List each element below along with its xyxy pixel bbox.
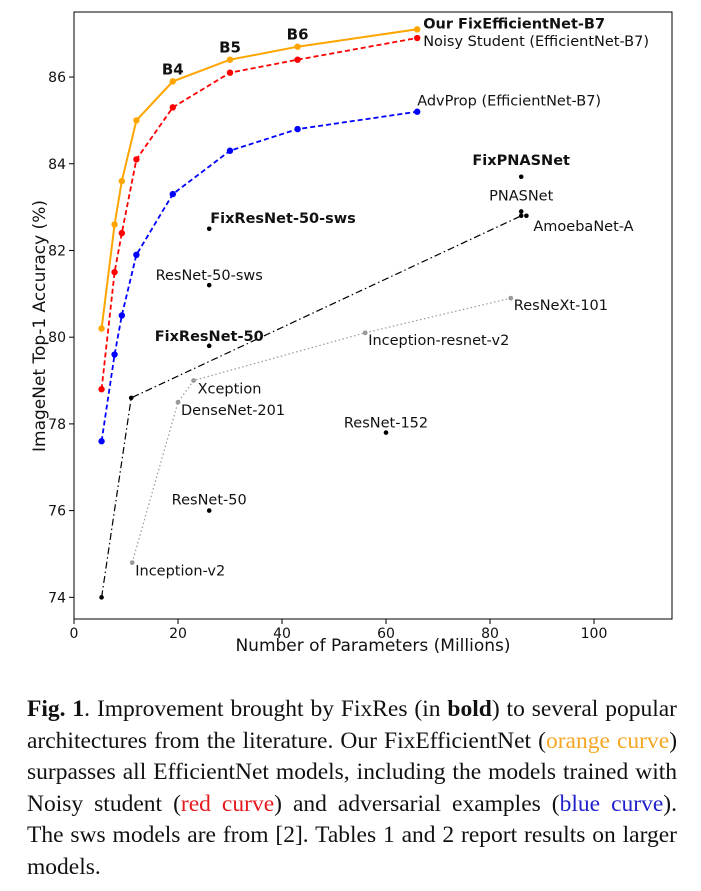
model-point <box>206 343 212 349</box>
series-2-point <box>169 190 176 198</box>
series-label: Our FixEfficientNet-B7 <box>423 16 605 32</box>
series-line-1 <box>100 37 418 390</box>
model-point <box>206 226 212 232</box>
model-point <box>175 399 181 405</box>
model-point <box>518 174 524 180</box>
x-tick-label: 0 <box>70 626 79 642</box>
model-size-label: B6 <box>287 26 309 44</box>
caption-text-4: ) and adversarial examples ( <box>274 790 560 817</box>
series-1-point <box>133 156 140 163</box>
model-size-label: B5 <box>219 39 241 57</box>
model-label: FixPNASNet <box>472 153 570 169</box>
model-point <box>524 213 529 219</box>
series-0-point <box>414 26 421 33</box>
y-tick-label: 74 <box>48 590 66 606</box>
caption-blue-curve: blue curve <box>559 790 664 817</box>
model-label: DenseNet-201 <box>181 403 285 419</box>
series-0-point <box>118 177 126 185</box>
series-2-point <box>118 312 126 319</box>
series-0-point <box>169 78 176 85</box>
series-2-point <box>414 108 421 115</box>
series-2-point <box>98 438 105 445</box>
model-point <box>129 560 135 565</box>
plot-frame <box>73 11 673 620</box>
model-label: Xception <box>198 382 262 398</box>
series-0-point <box>111 221 118 228</box>
y-axis-title: ImageNet Top-1 Accuracy (%) <box>30 200 50 452</box>
series-2-point <box>133 251 140 258</box>
series-line-2 <box>100 110 418 442</box>
y-tick-label: 76 <box>48 504 66 520</box>
model-label: ResNet-50 <box>172 493 247 509</box>
chart-svg: 0 20 40 60 80 100 74 76 78 80 82 84 86 Our FixEffici… <box>30 11 673 656</box>
x-tick-label: 100 <box>581 626 608 642</box>
x-axis-title: Number of Parameters (Millions) <box>235 636 510 656</box>
series-2-point <box>226 147 234 154</box>
caption-fig-label: Fig. 1 <box>27 696 85 722</box>
series-0-point <box>133 117 140 124</box>
caption-text-2: ) to several popular architectures from … <box>27 696 677 754</box>
y-tick-label: 80 <box>48 330 66 346</box>
axes <box>73 11 673 620</box>
markers <box>98 26 529 600</box>
model-point <box>518 209 524 214</box>
y-tick-label: 78 <box>48 417 66 433</box>
series-label: Noisy Student (EfficientNet-B7) <box>423 34 649 50</box>
series-3-point <box>99 595 104 600</box>
caption-text-5: ). The sws models are from [2]. Tables 1… <box>27 790 677 880</box>
series-line-0 <box>100 28 418 329</box>
caption-bold-word: bold <box>447 696 492 722</box>
y-tick-label: 86 <box>48 70 66 86</box>
labels: Our FixEfficientNet-B7 Noisy Student (Eff… <box>135 16 649 579</box>
series-2-point <box>294 125 301 133</box>
model-label: ResNeXt-101 <box>514 298 608 314</box>
chart-figure: 0 20 40 60 80 100 74 76 78 80 82 84 86 Our FixEffici… <box>30 11 673 656</box>
series-1-point <box>414 34 421 42</box>
model-size-label: B4 <box>162 60 184 78</box>
series-2-point <box>111 351 118 358</box>
x-tick-label: 40 <box>273 626 291 642</box>
model-label: PNASNet <box>489 188 553 204</box>
x-tick-label: 20 <box>169 626 187 642</box>
caption-text-1: . Improvement brought by FixRes (in <box>84 696 448 722</box>
model-point <box>191 378 196 383</box>
series-0-point <box>226 56 234 63</box>
model-point <box>362 330 368 336</box>
model-point <box>508 295 514 301</box>
model-label: FixResNet-50 <box>155 329 264 345</box>
series-1-point <box>169 104 176 111</box>
model-label: Inception-resnet-v2 <box>368 333 509 349</box>
model-point <box>206 282 212 288</box>
series-1-point <box>294 56 301 63</box>
model-label: ResNet-152 <box>344 416 428 432</box>
x-tick-label: 80 <box>481 626 499 642</box>
caption-red-curve: red curve <box>180 790 275 817</box>
series-0-point <box>98 325 105 332</box>
series-3-point <box>128 395 134 401</box>
model-label: ResNet-50-sws <box>156 268 263 284</box>
model-point <box>206 508 212 513</box>
model-label: AmoebaNet-A <box>533 219 633 235</box>
series-line-3 <box>101 215 522 598</box>
series-1-point <box>98 386 105 393</box>
series-lines <box>100 28 522 598</box>
y-tick-label: 82 <box>48 243 66 259</box>
series-1-point <box>111 268 118 276</box>
series-1-point <box>226 69 234 76</box>
caption-orange-curve: orange curve <box>545 727 670 754</box>
ticks: 0 20 40 60 80 100 74 76 78 80 82 84 86 <box>48 70 607 642</box>
model-point <box>383 430 389 435</box>
series-1-point <box>118 229 126 237</box>
series-0-point <box>294 43 301 50</box>
model-label: Inception-v2 <box>135 564 225 580</box>
figure-caption: Fig. 1. Improvement brought by FixRes (i… <box>27 694 677 883</box>
model-label: FixResNet-50-sws <box>210 211 356 227</box>
x-tick-label: 60 <box>377 626 395 642</box>
series-label: AdvProp (EfficientNet-B7) <box>417 94 601 110</box>
series-3-point <box>518 213 524 219</box>
y-tick-label: 84 <box>48 157 66 173</box>
caption-text-3: ) surpasses all EfficientNet models, inc… <box>27 727 678 817</box>
